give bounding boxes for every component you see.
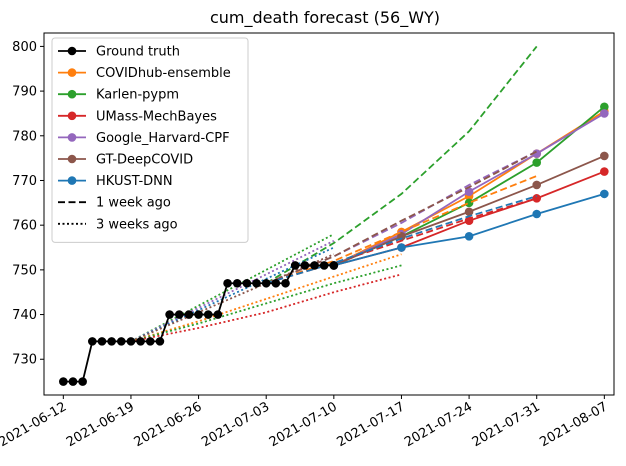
series-dashed-12 xyxy=(265,195,537,285)
data-point xyxy=(290,261,300,270)
legend-box xyxy=(51,37,249,243)
legend-label: Google_Harvard-CPF xyxy=(96,131,230,146)
y-tick-label: 800 xyxy=(12,40,37,55)
data-point xyxy=(165,310,174,319)
series-dotted-19 xyxy=(130,273,402,343)
series-dashed-8 xyxy=(265,175,538,285)
legend-label: 1 week ago xyxy=(96,196,171,211)
legend-marker xyxy=(67,111,77,121)
data-point xyxy=(281,278,290,288)
y-tick-label: 730 xyxy=(12,353,37,368)
legend-item: Ground truth xyxy=(58,45,180,60)
data-point xyxy=(242,278,252,288)
legend-item: HKUST-DNN xyxy=(58,174,173,189)
series-line xyxy=(130,264,402,343)
y-tick-label: 760 xyxy=(12,219,37,234)
series-line xyxy=(130,240,335,343)
legend-item: Google_Harvard-CPF xyxy=(58,131,230,146)
data-point xyxy=(532,209,542,219)
legend: Ground truth COVIDhub-ensemble Karlen-pypm… xyxy=(51,37,249,243)
series-dotted-18 xyxy=(130,264,402,343)
legend-item: UMass-MechBayes xyxy=(58,109,217,124)
data-point xyxy=(59,377,68,386)
data-point xyxy=(68,377,78,386)
legend-label: Ground truth xyxy=(96,45,180,60)
data-point xyxy=(194,310,203,319)
y-tick-label: 750 xyxy=(12,263,37,278)
data-point xyxy=(319,261,329,270)
legend-label: Karlen-pypm xyxy=(96,88,179,103)
chart-title: cum_death forecast (56_WY) xyxy=(210,8,440,28)
data-point xyxy=(300,261,310,270)
data-point xyxy=(600,102,609,112)
data-point xyxy=(145,337,155,346)
data-point xyxy=(203,310,213,319)
data-point xyxy=(213,310,223,319)
data-point xyxy=(532,180,542,190)
legend-marker xyxy=(67,154,77,164)
y-tick-label: 780 xyxy=(12,129,37,144)
legend-label: GT-DeepCOVID xyxy=(96,153,193,168)
data-point xyxy=(464,187,474,196)
legend-item: GT-DeepCOVID xyxy=(58,153,193,168)
data-point xyxy=(252,278,261,288)
data-point xyxy=(600,167,609,176)
data-point xyxy=(271,278,281,288)
series-line xyxy=(265,175,538,285)
legend-item: COVIDhub-ensemble xyxy=(58,66,231,81)
legend-label: 3 weeks ago xyxy=(96,217,178,232)
series-dotted-14 xyxy=(130,240,335,343)
data-point xyxy=(126,337,136,346)
data-point xyxy=(464,207,474,217)
legend-item: 3 weeks ago xyxy=(58,217,178,232)
data-point xyxy=(107,337,116,346)
data-point xyxy=(78,377,87,386)
data-point xyxy=(155,337,165,346)
data-point xyxy=(223,278,232,288)
legend-item: 1 week ago xyxy=(58,196,171,211)
data-point xyxy=(329,261,339,270)
data-point xyxy=(116,337,126,346)
data-point xyxy=(174,310,184,319)
legend-marker xyxy=(67,176,77,185)
data-point xyxy=(600,189,609,199)
legend-label: HKUST-DNN xyxy=(96,174,173,189)
data-point xyxy=(97,337,107,346)
series-layer xyxy=(59,45,609,386)
legend-marker xyxy=(67,133,77,142)
series-ground-truth xyxy=(59,261,339,386)
data-point xyxy=(310,261,319,270)
data-point xyxy=(532,158,542,167)
data-point xyxy=(232,278,242,288)
legend-marker xyxy=(67,46,77,56)
legend-marker xyxy=(67,68,77,77)
y-tick-label: 740 xyxy=(12,308,37,323)
data-point xyxy=(136,337,145,346)
data-point xyxy=(600,109,609,118)
legend-label: COVIDhub-ensemble xyxy=(96,66,231,81)
data-point xyxy=(184,310,194,319)
series-line xyxy=(265,45,538,285)
data-point xyxy=(88,337,97,346)
legend-label: UMass-MechBayes xyxy=(96,109,217,124)
series-line xyxy=(265,195,537,285)
data-point xyxy=(397,243,406,252)
legend-item: Karlen-pypm xyxy=(58,88,179,103)
y-tick-label: 770 xyxy=(12,174,37,189)
data-point xyxy=(600,151,609,161)
series-line xyxy=(130,273,402,343)
y-tick-label: 790 xyxy=(12,85,37,100)
data-point xyxy=(261,278,271,288)
plot-frame xyxy=(43,32,615,396)
legend-marker xyxy=(67,89,77,99)
data-point xyxy=(464,232,474,241)
series-dashed-7 xyxy=(265,45,538,285)
data-point xyxy=(464,198,474,208)
